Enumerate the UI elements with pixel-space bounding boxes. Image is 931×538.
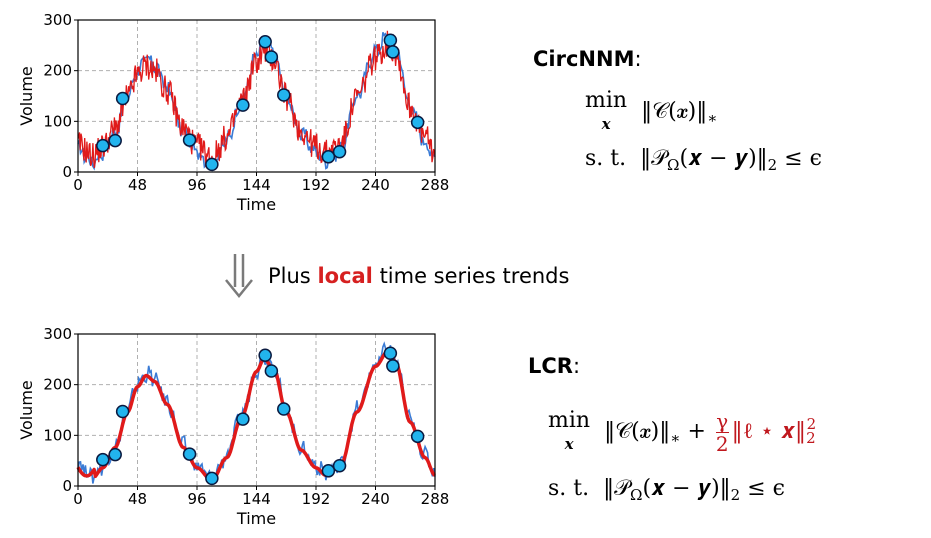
- observed-point-marker: [108, 447, 122, 462]
- local-highlight: local: [317, 264, 373, 288]
- circnnm-title: CircNNM:: [533, 47, 642, 71]
- x-tick-label: 288: [421, 490, 450, 508]
- observed-point-marker: [386, 45, 400, 59]
- x-axis-label: Time: [236, 509, 276, 528]
- x-tick-label: 144: [242, 176, 271, 194]
- lcr-title: LCR:: [528, 354, 581, 378]
- x-tick-label: 96: [187, 176, 206, 194]
- x-tick-label: 0: [73, 490, 83, 508]
- x-tick-label: 48: [128, 490, 147, 508]
- x-tick-label: 0: [73, 176, 83, 194]
- estimate-series-line: [76, 349, 436, 483]
- observed-point-marker: [236, 412, 250, 426]
- lcr-name: LCR: [528, 354, 573, 378]
- y-tick-label: 100: [43, 112, 72, 130]
- observed-point-marker: [96, 138, 110, 153]
- x-tick-label: 240: [361, 176, 390, 194]
- observed-point-marker: [108, 133, 122, 148]
- observed-point-marker: [383, 33, 398, 48]
- observed-point-marker: [277, 402, 291, 416]
- observed-point-marker: [277, 88, 291, 102]
- observed-point-marker: [332, 458, 347, 473]
- y-axis-label: Volume: [17, 380, 36, 440]
- y-tick-label: 200: [43, 376, 72, 394]
- double-down-arrow-icon: [225, 254, 253, 298]
- observed-point-marker: [332, 144, 347, 159]
- observed-point-marker: [205, 157, 219, 172]
- x-axis-label: Time: [236, 195, 276, 214]
- observed-point-marker: [321, 464, 336, 478]
- top-chart: 0 48 96 144 192 240 288 0 100 200 300 Time Volume: [17, 11, 450, 214]
- lcr-objective: min x ‖𝒞(𝒙)‖∗ + γ 2 ‖ℓ ⋆ 𝒙‖22: [548, 408, 817, 456]
- observed-point-marker: [115, 404, 130, 419]
- y-tick-label: 300: [43, 11, 72, 29]
- circnnm-name: CircNNM: [533, 47, 635, 71]
- x-tick-label: 192: [302, 176, 331, 194]
- x-tick-label: 192: [302, 490, 331, 508]
- observed-point-marker: [205, 471, 219, 486]
- x-tick-label: 240: [361, 490, 390, 508]
- y-tick-label: 300: [43, 325, 72, 343]
- observed-point-marker: [321, 150, 336, 164]
- observed-point-marker: [182, 447, 197, 461]
- observed-point-marker: [258, 35, 272, 49]
- y-axis-label: Volume: [17, 66, 36, 126]
- y-tick-label: 100: [43, 426, 72, 444]
- transition-text: Plus local time series trends: [268, 264, 570, 288]
- observed-point-marker: [386, 359, 400, 373]
- observed-point-marker: [182, 133, 197, 147]
- observed-point-marker: [96, 452, 110, 467]
- x-tick-label: 288: [421, 176, 450, 194]
- observed-point-marker: [264, 364, 279, 378]
- transition-row: Plus local time series trends: [222, 254, 569, 298]
- observed-point-marker: [264, 50, 279, 64]
- observed-point-marker: [115, 91, 130, 106]
- lcr-constraint: s. t. ‖𝒫Ω(𝒙 − 𝒚)‖2 ≤ ϵ: [548, 476, 785, 504]
- observed-series-line: [77, 341, 436, 484]
- bottom-chart: 0 48 96 144 192 240 288 0 100 200 300 Time Volume: [17, 325, 450, 528]
- observed-point-marker: [236, 98, 250, 112]
- circnnm-constraint: s. t. ‖𝒫Ω(𝒙 − 𝒚)‖2 ≤ ϵ: [585, 146, 822, 174]
- circnnm-objective: min x ‖𝒞(𝒙)‖∗: [585, 88, 718, 133]
- observed-point-marker: [383, 346, 398, 361]
- x-tick-label: 96: [187, 490, 206, 508]
- observed-point-marker: [410, 115, 425, 130]
- y-tick-label: 200: [43, 62, 72, 80]
- y-tick-label: 0: [62, 477, 72, 495]
- observed-point-marker: [258, 348, 272, 363]
- estimate-series-line: [77, 30, 436, 168]
- x-tick-label: 144: [242, 490, 271, 508]
- local-trend-regularizer: ‖ℓ ⋆ 𝒙‖: [731, 419, 807, 444]
- observed-point-marker: [410, 429, 425, 444]
- x-tick-label: 48: [128, 176, 147, 194]
- y-tick-label: 0: [62, 163, 72, 181]
